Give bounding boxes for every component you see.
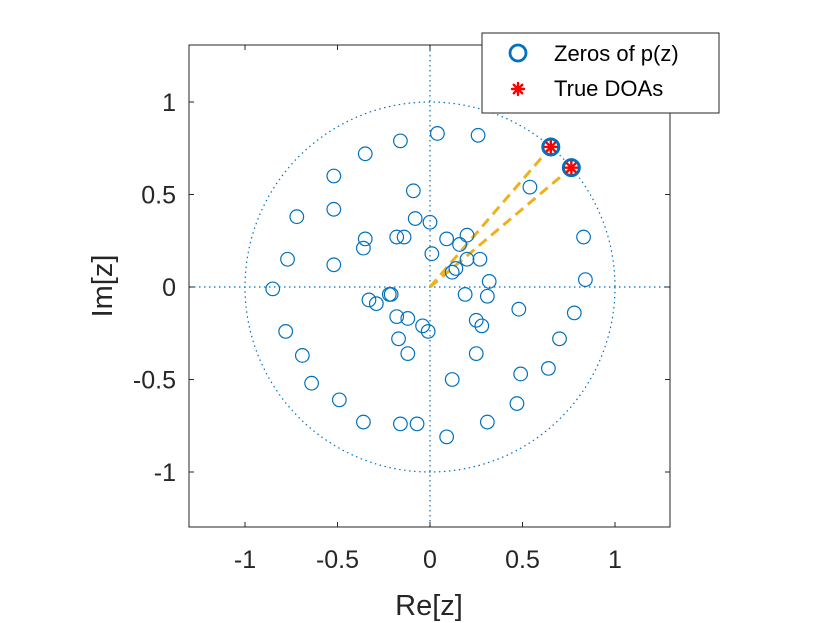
legend-zeros-label: Zeros of p(z) xyxy=(554,41,679,66)
zero-marker xyxy=(304,375,320,391)
zero-marker xyxy=(368,296,384,312)
zero-marker xyxy=(479,288,495,304)
zero-marker xyxy=(481,274,497,289)
zero-marker xyxy=(393,416,408,432)
zero-marker xyxy=(265,281,281,297)
doa-marker xyxy=(543,139,559,155)
x-tick-label: -0.5 xyxy=(316,546,359,574)
zero-marker xyxy=(381,287,397,302)
zero-marker xyxy=(331,392,347,408)
zero-marker xyxy=(424,246,440,262)
zero-marker xyxy=(294,348,310,363)
zero-marker xyxy=(444,372,460,387)
zero-marker xyxy=(541,361,556,376)
zero-marker xyxy=(472,251,488,267)
x-tick-label: 0 xyxy=(423,546,437,574)
doa-zero-marker xyxy=(541,137,561,157)
x-ticks-layer: -1 -0.5 0 0.5 1 xyxy=(234,45,622,574)
y-tick-label: 1 xyxy=(162,89,176,117)
zero-marker xyxy=(415,318,431,334)
zero-marker xyxy=(357,231,373,247)
zero-marker xyxy=(326,168,342,184)
zero-marker xyxy=(479,414,495,430)
legend-doa-marker xyxy=(510,81,526,97)
y-axis-title: Im[z] xyxy=(87,255,119,318)
zero-marker xyxy=(509,396,525,411)
zero-marker xyxy=(444,264,460,280)
zero-marker xyxy=(356,240,371,256)
zero-marker xyxy=(566,305,582,321)
zero-marker xyxy=(468,312,484,328)
zero-marker xyxy=(448,261,464,276)
zero-marker xyxy=(439,429,455,445)
y-tick-label: -1 xyxy=(154,459,176,487)
zero-marker xyxy=(356,414,371,430)
zero-marker xyxy=(578,272,593,288)
zero-marker xyxy=(459,251,475,267)
zero-marker xyxy=(452,237,468,252)
legend-zeros-marker xyxy=(508,43,528,63)
zero-marker xyxy=(513,366,529,382)
zero-marker xyxy=(278,324,294,339)
zero-marker xyxy=(289,209,305,225)
zero-marker xyxy=(430,126,445,141)
x-tick-label: 0.5 xyxy=(505,546,540,574)
zero-marker xyxy=(326,257,342,273)
zero-markers-layer xyxy=(265,126,593,445)
x-axis-title: Re[z] xyxy=(395,590,463,622)
zero-marker xyxy=(400,311,416,326)
zero-marker xyxy=(420,324,436,339)
y-tick-label: 0 xyxy=(162,274,176,302)
zero-marker xyxy=(400,346,416,362)
zero-marker xyxy=(393,133,408,149)
zero-marker xyxy=(396,229,412,245)
zero-marker xyxy=(522,179,538,195)
doa-markers-layer xyxy=(541,137,581,178)
zero-marker xyxy=(457,287,473,302)
zero-marker xyxy=(326,201,342,217)
legend-doa-label: True DOAs xyxy=(554,76,663,101)
zero-marker xyxy=(470,127,486,143)
zero-marker xyxy=(422,214,438,230)
legend: Zeros of p(z) True DOAs xyxy=(481,32,720,114)
zero-marker xyxy=(468,346,484,362)
zero-marker xyxy=(576,229,591,245)
zero-marker xyxy=(391,331,406,347)
zero-marker xyxy=(357,146,373,162)
zero-marker xyxy=(407,211,423,226)
zero-marker xyxy=(552,331,567,347)
zero-marker xyxy=(511,301,527,317)
zero-marker xyxy=(439,231,455,247)
zero-marker xyxy=(459,227,475,243)
zero-marker xyxy=(405,183,421,199)
zero-marker xyxy=(409,416,425,432)
doa-zero-marker xyxy=(561,158,581,178)
doa-marker xyxy=(564,160,579,175)
zero-marker xyxy=(389,229,405,245)
legend-doa-asterisk xyxy=(510,81,526,97)
y-ticks-layer: 1 0.5 0 -0.5 -1 xyxy=(133,89,670,487)
x-tick-label: 1 xyxy=(608,546,622,574)
zero-marker xyxy=(361,292,377,308)
zero-marker xyxy=(389,309,405,325)
y-tick-label: 0.5 xyxy=(141,182,176,210)
x-tick-label: -1 xyxy=(234,546,256,574)
y-tick-label: -0.5 xyxy=(133,367,176,395)
zero-marker xyxy=(280,251,295,267)
zero-marker xyxy=(474,318,490,334)
